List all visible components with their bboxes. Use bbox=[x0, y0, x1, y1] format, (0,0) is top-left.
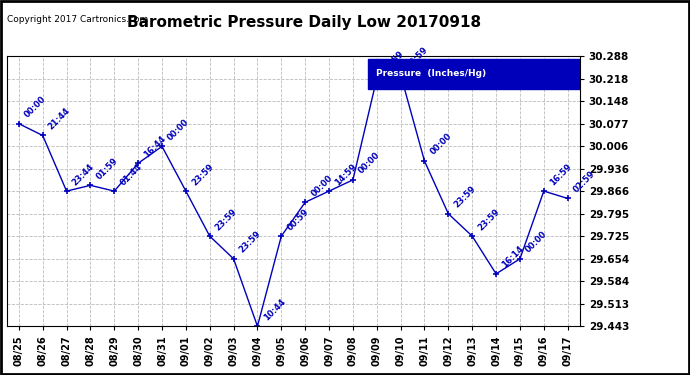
Text: 10:44: 10:44 bbox=[262, 297, 287, 322]
Text: 00:00: 00:00 bbox=[309, 173, 335, 198]
Text: 00:00: 00:00 bbox=[524, 230, 549, 255]
Text: Pressure  (Inches/Hg): Pressure (Inches/Hg) bbox=[376, 69, 486, 78]
Text: 01:59: 01:59 bbox=[95, 156, 120, 181]
Text: 23:59: 23:59 bbox=[453, 184, 477, 210]
Text: 23:59: 23:59 bbox=[238, 230, 263, 255]
Text: Copyright 2017 Cartronics.com: Copyright 2017 Cartronics.com bbox=[7, 15, 148, 24]
Text: 01:59: 01:59 bbox=[381, 49, 406, 75]
Text: 23:59: 23:59 bbox=[214, 207, 239, 232]
Text: 21:44: 21:44 bbox=[47, 106, 72, 131]
Text: 16:14: 16:14 bbox=[500, 244, 526, 270]
Text: 01:44: 01:44 bbox=[119, 162, 144, 187]
Text: 23:59: 23:59 bbox=[405, 45, 430, 70]
Text: 23:59: 23:59 bbox=[476, 207, 502, 232]
Text: 16:44: 16:44 bbox=[142, 134, 168, 159]
Text: 23:59: 23:59 bbox=[190, 162, 215, 187]
Text: 00:00: 00:00 bbox=[428, 132, 453, 157]
Text: 02:59: 02:59 bbox=[572, 169, 597, 194]
Text: 00:00: 00:00 bbox=[166, 117, 191, 142]
Text: Barometric Pressure Daily Low 20170918: Barometric Pressure Daily Low 20170918 bbox=[126, 15, 481, 30]
Bar bbox=[368, 59, 580, 88]
Text: 14:59: 14:59 bbox=[333, 162, 359, 187]
Text: 00:00: 00:00 bbox=[23, 94, 48, 120]
Text: 23:44: 23:44 bbox=[70, 162, 96, 187]
Text: 00:59: 00:59 bbox=[286, 207, 310, 232]
Text: 16:59: 16:59 bbox=[548, 162, 573, 187]
Text: 00:00: 00:00 bbox=[357, 151, 382, 176]
